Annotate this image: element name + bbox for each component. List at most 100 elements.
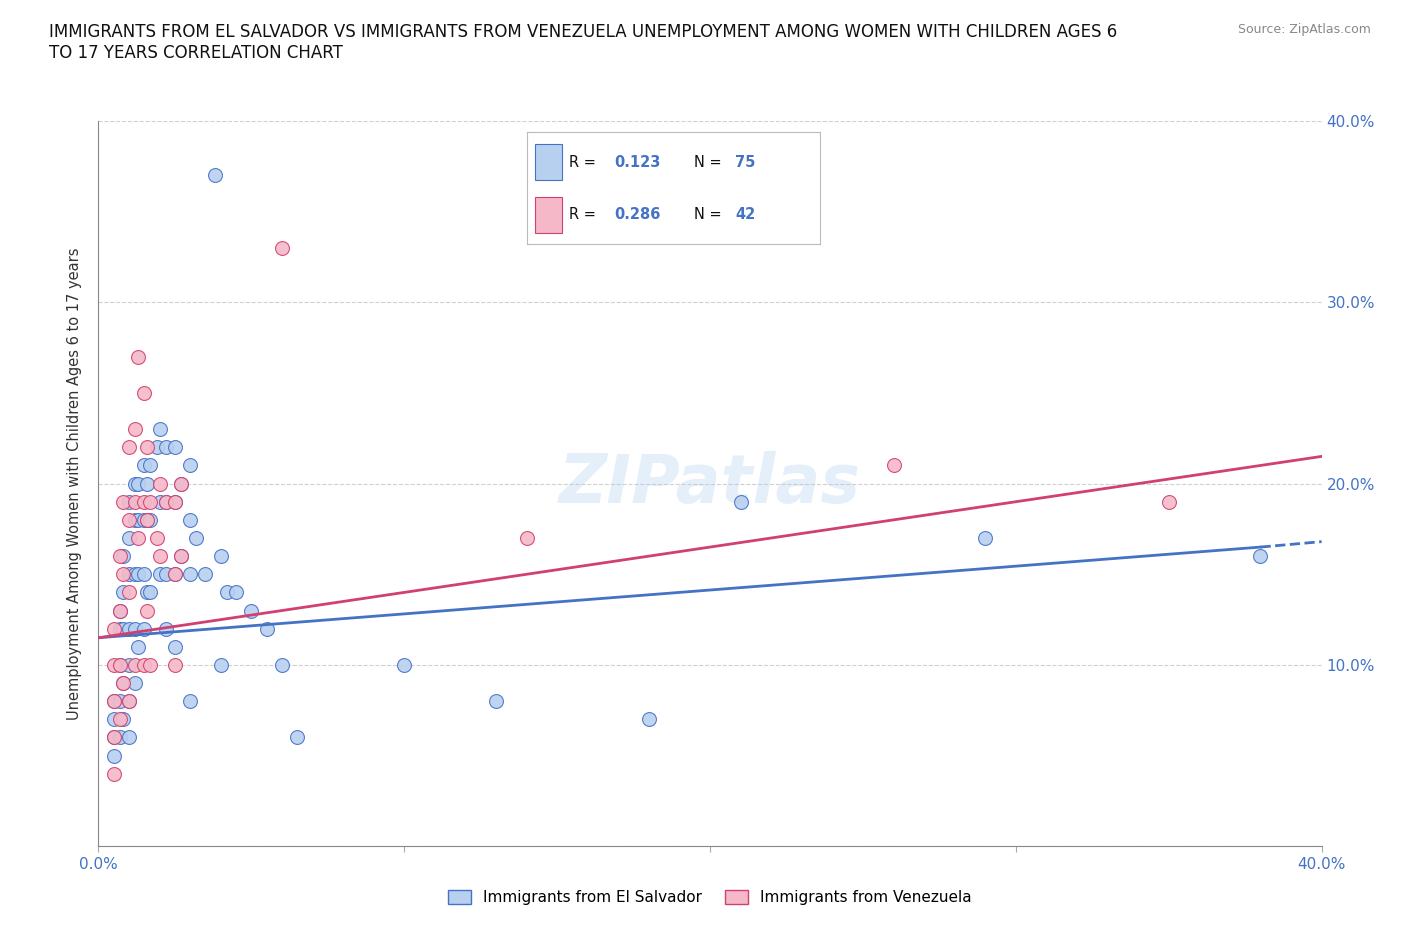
Point xyxy=(111,495,134,510)
Point xyxy=(127,567,149,582)
Point xyxy=(127,512,149,527)
Point xyxy=(108,658,131,672)
Point xyxy=(127,640,149,655)
Point xyxy=(145,440,167,455)
Point xyxy=(103,730,125,745)
Point xyxy=(118,658,141,672)
Point xyxy=(149,422,172,437)
Point xyxy=(285,730,308,745)
Point xyxy=(270,240,292,255)
Point xyxy=(118,621,141,636)
Point xyxy=(179,567,201,582)
Point xyxy=(485,694,508,709)
Point xyxy=(124,495,146,510)
Point xyxy=(139,585,162,600)
Point xyxy=(124,567,146,582)
Point xyxy=(163,640,186,655)
Point xyxy=(111,549,134,564)
Point xyxy=(124,512,146,527)
Point xyxy=(118,530,141,545)
Point xyxy=(139,512,162,527)
Point xyxy=(240,604,263,618)
Point xyxy=(134,567,156,582)
Point xyxy=(163,658,186,672)
Point xyxy=(103,658,125,672)
Point xyxy=(124,422,146,437)
Point xyxy=(103,730,125,745)
Point xyxy=(111,567,134,582)
Point xyxy=(127,476,149,491)
Point xyxy=(108,712,131,727)
Point xyxy=(974,530,997,545)
Point xyxy=(1157,495,1180,510)
Text: Source: ZipAtlas.com: Source: ZipAtlas.com xyxy=(1237,23,1371,36)
Point xyxy=(118,694,141,709)
Point xyxy=(111,621,134,636)
Point xyxy=(179,694,201,709)
Point xyxy=(134,658,156,672)
Point xyxy=(163,440,186,455)
Point xyxy=(103,712,125,727)
Point xyxy=(170,476,193,491)
Point xyxy=(256,621,278,636)
Point xyxy=(118,730,141,745)
Point xyxy=(108,730,131,745)
Y-axis label: Unemployment Among Women with Children Ages 6 to 17 years: Unemployment Among Women with Children A… xyxy=(67,247,83,720)
Point xyxy=(136,512,159,527)
Point xyxy=(134,458,156,473)
Point xyxy=(136,440,159,455)
Point xyxy=(149,567,172,582)
Point xyxy=(139,458,162,473)
Point xyxy=(170,476,193,491)
Point xyxy=(124,476,146,491)
Point xyxy=(149,549,172,564)
Point xyxy=(155,440,177,455)
Point xyxy=(209,549,232,564)
Point xyxy=(170,549,193,564)
Point xyxy=(145,530,167,545)
Point xyxy=(170,549,193,564)
Point xyxy=(149,476,172,491)
Point xyxy=(139,495,162,510)
Point xyxy=(118,512,141,527)
Point xyxy=(108,658,131,672)
Point xyxy=(136,512,159,527)
Point xyxy=(127,350,149,365)
Point xyxy=(136,585,159,600)
Point xyxy=(111,585,134,600)
Point xyxy=(136,476,159,491)
Point xyxy=(215,585,238,600)
Point xyxy=(139,658,162,672)
Point xyxy=(163,495,186,510)
Point xyxy=(270,658,292,672)
Point xyxy=(1249,549,1271,564)
Point xyxy=(111,675,134,690)
Point xyxy=(127,530,149,545)
Point xyxy=(136,604,159,618)
Point xyxy=(118,585,141,600)
Legend: Immigrants from El Salvador, Immigrants from Venezuela: Immigrants from El Salvador, Immigrants … xyxy=(441,884,979,911)
Point xyxy=(163,495,186,510)
Point xyxy=(118,495,141,510)
Point xyxy=(108,604,131,618)
Point xyxy=(108,694,131,709)
Point xyxy=(124,621,146,636)
Point xyxy=(118,694,141,709)
Point xyxy=(134,621,156,636)
Point xyxy=(209,658,232,672)
Point xyxy=(134,386,156,401)
Point xyxy=(103,748,125,763)
Point xyxy=(637,712,661,727)
Point xyxy=(118,567,141,582)
Point xyxy=(163,567,186,582)
Point xyxy=(730,495,752,510)
Point xyxy=(204,167,226,182)
Point xyxy=(103,694,125,709)
Point xyxy=(392,658,416,672)
Point xyxy=(111,712,134,727)
Point xyxy=(883,458,905,473)
Point xyxy=(194,567,217,582)
Point xyxy=(155,567,177,582)
Point xyxy=(186,530,208,545)
Text: IMMIGRANTS FROM EL SALVADOR VS IMMIGRANTS FROM VENEZUELA UNEMPLOYMENT AMONG WOME: IMMIGRANTS FROM EL SALVADOR VS IMMIGRANT… xyxy=(49,23,1118,62)
